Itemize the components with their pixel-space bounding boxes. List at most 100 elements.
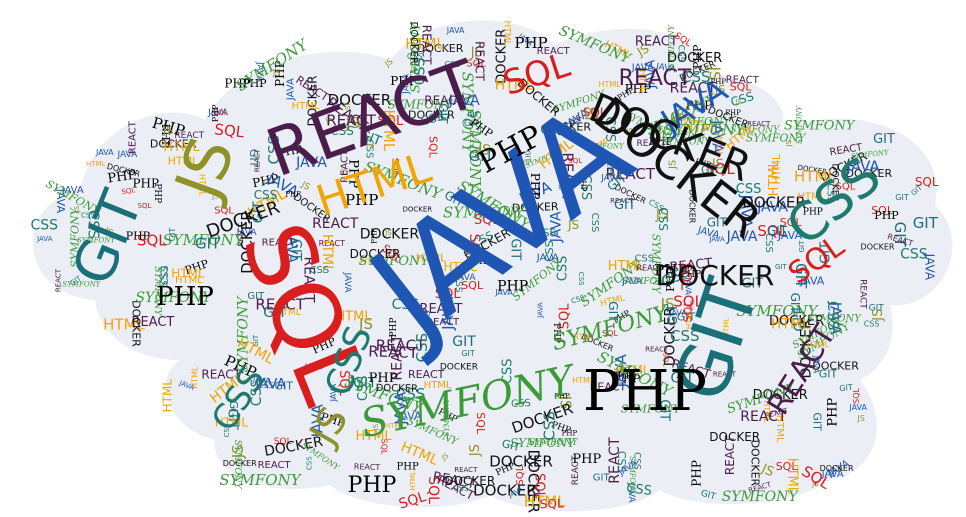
word-git-small: GIT: [873, 132, 895, 147]
word-css-small: CSS: [864, 320, 880, 329]
word-git-small: GIT: [798, 240, 806, 252]
word-js-small: JS: [522, 159, 530, 167]
word-git-small: GIT: [252, 334, 260, 346]
word-html-small: HTML: [380, 109, 398, 151]
word-html-small: HTML: [416, 251, 447, 264]
word-react-small: REACT: [254, 148, 262, 172]
word-docker-small: DOCKER: [473, 482, 537, 500]
word-java-small: JAVA: [236, 228, 258, 238]
word-docker-right: DOCKER: [656, 259, 775, 292]
word-css-small: CSS: [578, 175, 593, 201]
word-php-small: PHP: [711, 78, 727, 86]
word-html-small: HTML: [160, 379, 174, 413]
word-react-small: REACT: [610, 197, 634, 205]
word-java-small: JAVA: [254, 377, 286, 393]
word-java-small: JAVA: [439, 296, 457, 331]
word-html-small: HTML: [360, 258, 385, 268]
word-php-small: PHP: [159, 124, 172, 149]
word-react-small: REACT: [319, 239, 346, 248]
word-java-small: JAVA: [600, 173, 622, 183]
word-css-small: CSS: [675, 45, 685, 63]
word-docker-small: DOCKER: [667, 51, 722, 66]
word-css-small: CSS: [363, 139, 374, 159]
word-css-small: CSS: [249, 379, 265, 407]
word-symfony-small: SYMFONY: [730, 125, 780, 135]
word-sql-small: SQL: [568, 157, 582, 165]
word-symfony-small: SYMFONY: [510, 436, 576, 450]
word-react-small: REACT: [237, 223, 245, 247]
word-git-small: GIT: [195, 235, 221, 253]
word-sql-small: SQL: [435, 287, 461, 302]
word-js-small: JS: [475, 140, 493, 159]
word-sql-small: SQL: [380, 439, 389, 455]
word-html-small: HTML: [794, 167, 836, 185]
word-html-small: HTML: [319, 234, 335, 273]
word-react-small: REACT: [368, 342, 419, 362]
word-java-small: JAVA: [631, 63, 654, 74]
word-java-small: JAVA: [36, 235, 53, 243]
word-css-small: CSS: [577, 272, 585, 286]
word-css-small: CSS: [453, 275, 463, 293]
word-git-small: GIT: [469, 147, 495, 165]
word-php-small: PHP: [572, 452, 601, 467]
word-docker-small: DOCKER: [130, 300, 143, 347]
word-git-small: GIT: [524, 150, 532, 162]
word-css-small: CSS: [444, 60, 460, 69]
word-docker-small: DOCKER: [238, 210, 256, 274]
word-php-small: PHP: [251, 171, 280, 190]
word-php-small: PHP: [345, 191, 378, 209]
word-js-small: JS: [667, 160, 678, 170]
word-java-small: JAVA: [54, 188, 67, 214]
word-css-small: CSS: [589, 213, 600, 233]
word-docker-small: DOCKER: [769, 314, 824, 329]
word-java-small: JAVA: [455, 273, 477, 283]
word-java-small: JAVA: [726, 229, 758, 245]
word-css-small: CSS: [500, 359, 515, 385]
word-java-small: JAVA: [61, 185, 84, 196]
word-php-small: PHP: [579, 176, 587, 192]
word-html-small: HTML: [524, 492, 566, 510]
word-sql-small: SQL: [214, 120, 246, 141]
word-git-small: GIT: [251, 201, 266, 223]
word-js-small: JS: [785, 139, 793, 147]
word-java-small: JAVA: [821, 469, 844, 480]
word-html-small: HTML: [190, 366, 199, 389]
word-css-small: CSS: [31, 218, 59, 234]
word-java-small: JAVA: [284, 231, 300, 263]
word-docker-small: DOCKER: [408, 22, 419, 64]
word-css-small: CSS: [543, 240, 556, 262]
word-git-small: GIT: [224, 408, 239, 430]
word-html-small: HTML: [385, 422, 405, 430]
word-js-small: JS: [468, 444, 483, 457]
word-css-small: CSS: [656, 207, 670, 231]
word-symfony-small: SYMFONY: [807, 313, 863, 324]
word-java-small: JAVA: [391, 391, 409, 426]
word-html-small: HTML: [175, 275, 203, 286]
word-java-small: JAVA: [251, 375, 271, 386]
word-html-small: HTML: [616, 363, 650, 377]
word-html-small: HTML: [785, 458, 800, 495]
word-css-small: CSS: [602, 117, 617, 143]
word-symfony-small: SYMFONY: [746, 131, 807, 144]
word-php-small: PHP: [554, 392, 570, 400]
word-git-small: GIT: [467, 111, 479, 119]
word-react-small: REACT: [426, 317, 460, 328]
word-php-small: PHP: [277, 142, 304, 160]
word-react-top-right: REACT: [619, 66, 692, 91]
word-react-small: REACT: [54, 268, 62, 292]
word-html-small: HTML: [572, 376, 595, 385]
word-react-small: REACT: [301, 256, 317, 303]
word-html-small: HTML: [683, 120, 722, 136]
word-react-small: REACT: [606, 165, 656, 183]
word-sql-small: SQL: [531, 473, 546, 499]
word-css-small: CSS: [615, 451, 628, 473]
word-css-small: CSS: [540, 123, 566, 138]
word-react-small: REACT: [670, 80, 717, 96]
word-php-small: PHP: [397, 461, 419, 472]
word-symfony-small: SYMFONY: [135, 290, 213, 306]
word-react-small: REACT: [408, 368, 445, 381]
word-html-small: HTML: [670, 113, 698, 124]
word-docker-small: DOCKER: [408, 108, 455, 121]
word-react-small: REACT: [354, 462, 381, 472]
word-css-small: CSS: [254, 188, 278, 202]
